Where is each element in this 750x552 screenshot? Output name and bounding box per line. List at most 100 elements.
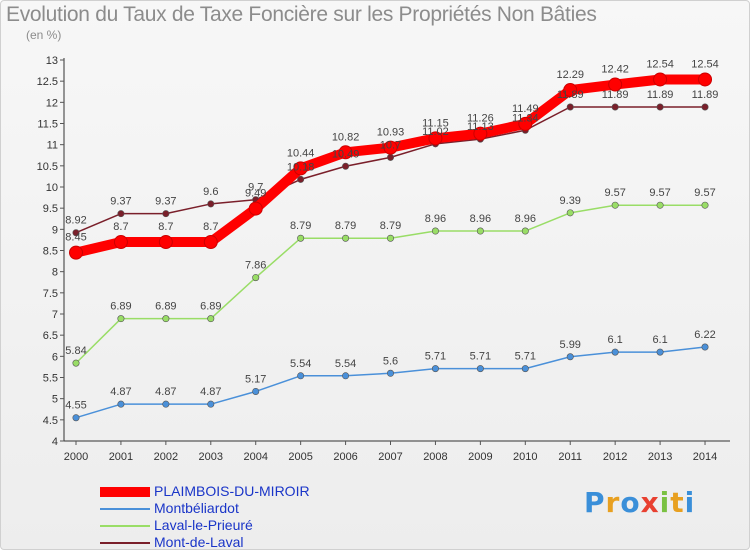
y-tick-label: 7: [52, 309, 58, 321]
data-label-laval-le-prieur: 9.39: [560, 195, 581, 207]
data-point-plaimbois-du-miroir[interactable]: [563, 83, 578, 98]
data-point-mont-de-laval[interactable]: [656, 103, 664, 111]
data-point-laval-le-prieur[interactable]: [117, 315, 125, 323]
data-point-mont-de-laval[interactable]: [162, 210, 170, 218]
data-point-mont-de-laval[interactable]: [117, 210, 125, 218]
logo-letter: x: [640, 486, 660, 519]
data-point-mont-de-laval[interactable]: [72, 229, 80, 237]
y-tick-label: 8: [52, 267, 58, 279]
data-label-plaimbois-du-miroir: 9.49: [245, 188, 266, 200]
data-point-montb-liardot[interactable]: [162, 400, 170, 408]
y-tick-label: 4: [52, 436, 58, 448]
logo-letter: o: [620, 486, 641, 519]
data-point-plaimbois-du-miroir[interactable]: [158, 235, 173, 250]
data-point-laval-le-prieur[interactable]: [297, 234, 305, 242]
proxiti-logo: Proxiti: [584, 486, 695, 519]
data-point-montb-liardot[interactable]: [342, 372, 350, 380]
data-point-montb-liardot[interactable]: [431, 365, 439, 373]
data-label-laval-le-prieur: 8.96: [470, 213, 491, 225]
data-point-laval-le-prieur[interactable]: [611, 201, 619, 209]
data-point-montb-liardot[interactable]: [252, 387, 260, 395]
y-tick-label: 5: [52, 394, 58, 406]
data-label-mont-de-laval: 9.7: [248, 182, 263, 194]
data-label-mont-de-laval: 11.13: [467, 121, 494, 133]
data-point-montb-liardot[interactable]: [476, 365, 484, 373]
data-label-montb-liardot: 4.55: [65, 400, 86, 412]
data-label-mont-de-laval: 11.89: [557, 89, 584, 101]
data-label-mont-de-laval: 10.7: [380, 139, 401, 151]
data-point-mont-de-laval[interactable]: [611, 103, 619, 111]
data-label-montb-liardot: 4.87: [200, 386, 221, 398]
data-label-montb-liardot: 6.1: [608, 334, 623, 346]
data-point-laval-le-prieur[interactable]: [701, 201, 709, 209]
y-tick-label: 8.5: [43, 246, 58, 258]
data-point-mont-de-laval[interactable]: [342, 162, 350, 170]
y-tick-label: 6: [52, 351, 58, 363]
data-point-mont-de-laval[interactable]: [387, 153, 395, 161]
data-label-montb-liardot: 5.71: [425, 351, 446, 363]
data-point-montb-liardot[interactable]: [117, 400, 125, 408]
data-point-laval-le-prieur[interactable]: [476, 227, 484, 235]
data-label-plaimbois-du-miroir: 11.49: [512, 103, 539, 115]
data-label-mont-de-laval: 11.02: [422, 126, 449, 138]
data-point-mont-de-laval[interactable]: [566, 103, 574, 111]
data-label-plaimbois-du-miroir: 8.7: [113, 221, 128, 233]
data-point-plaimbois-du-miroir[interactable]: [473, 126, 488, 141]
data-point-plaimbois-du-miroir[interactable]: [248, 201, 263, 216]
data-point-montb-liardot[interactable]: [656, 348, 664, 356]
data-label-mont-de-laval: 11.89: [647, 89, 674, 101]
data-point-laval-le-prieur[interactable]: [342, 234, 350, 242]
data-point-mont-de-laval[interactable]: [207, 200, 215, 208]
data-label-montb-liardot: 6.22: [694, 329, 715, 341]
chart-title: Evolution du Taux de Taxe Foncière sur l…: [6, 3, 597, 26]
data-point-montb-liardot[interactable]: [521, 365, 529, 373]
data-point-plaimbois-du-miroir[interactable]: [293, 161, 308, 176]
data-point-montb-liardot[interactable]: [207, 400, 215, 408]
data-point-plaimbois-du-miroir[interactable]: [113, 235, 128, 250]
data-label-montb-liardot: 5.71: [470, 351, 491, 363]
data-point-laval-le-prieur[interactable]: [521, 227, 529, 235]
data-point-montb-liardot[interactable]: [611, 348, 619, 356]
data-point-laval-le-prieur[interactable]: [252, 274, 260, 282]
legend-swatch-montbeliardot: [100, 508, 150, 510]
x-tick-label: 2000: [64, 451, 88, 463]
data-point-laval-le-prieur[interactable]: [72, 359, 80, 367]
data-point-plaimbois-du-miroir[interactable]: [518, 116, 533, 131]
data-point-montb-liardot[interactable]: [701, 343, 709, 351]
data-point-mont-de-laval[interactable]: [701, 103, 709, 111]
legend-label-laval-le-prieure: Laval-le-Prieuré: [154, 517, 253, 533]
data-label-mont-de-laval: 11.34: [512, 112, 539, 124]
y-tick-label: 9: [52, 224, 58, 236]
data-point-plaimbois-du-miroir[interactable]: [69, 245, 83, 260]
data-point-plaimbois-du-miroir[interactable]: [653, 72, 668, 87]
y-tick-label: 10: [46, 182, 58, 194]
data-label-laval-le-prieur: 7.86: [245, 260, 266, 272]
y-tick-label: 11: [47, 140, 58, 152]
data-point-plaimbois-du-miroir[interactable]: [698, 72, 713, 87]
data-point-laval-le-prieur[interactable]: [566, 209, 574, 217]
data-point-plaimbois-du-miroir[interactable]: [338, 145, 353, 160]
data-point-laval-le-prieur[interactable]: [207, 315, 215, 323]
data-label-plaimbois-du-miroir: 12.29: [556, 69, 584, 81]
data-point-plaimbois-du-miroir[interactable]: [608, 77, 623, 92]
x-tick-label: 2008: [423, 451, 447, 463]
y-tick-label: 7.5: [43, 288, 58, 300]
data-point-montb-liardot[interactable]: [297, 372, 305, 380]
y-tick-label: 4.5: [43, 415, 58, 427]
data-label-plaimbois-du-miroir: 11.15: [422, 117, 449, 129]
data-point-laval-le-prieur[interactable]: [162, 315, 170, 323]
data-point-montb-liardot[interactable]: [72, 414, 80, 422]
data-point-laval-le-prieur[interactable]: [431, 227, 439, 235]
x-tick-label: 2007: [378, 451, 402, 463]
data-point-laval-le-prieur[interactable]: [387, 234, 395, 242]
data-point-montb-liardot[interactable]: [566, 353, 574, 361]
data-label-mont-de-laval: 9.37: [110, 196, 131, 208]
data-point-laval-le-prieur[interactable]: [656, 201, 664, 209]
data-point-montb-liardot[interactable]: [387, 369, 395, 377]
data-label-laval-le-prieur: 8.96: [515, 213, 536, 225]
data-point-plaimbois-du-miroir[interactable]: [203, 235, 218, 250]
data-point-plaimbois-du-miroir[interactable]: [383, 140, 398, 155]
data-point-plaimbois-du-miroir[interactable]: [428, 131, 443, 146]
data-point-mont-de-laval[interactable]: [297, 175, 305, 183]
